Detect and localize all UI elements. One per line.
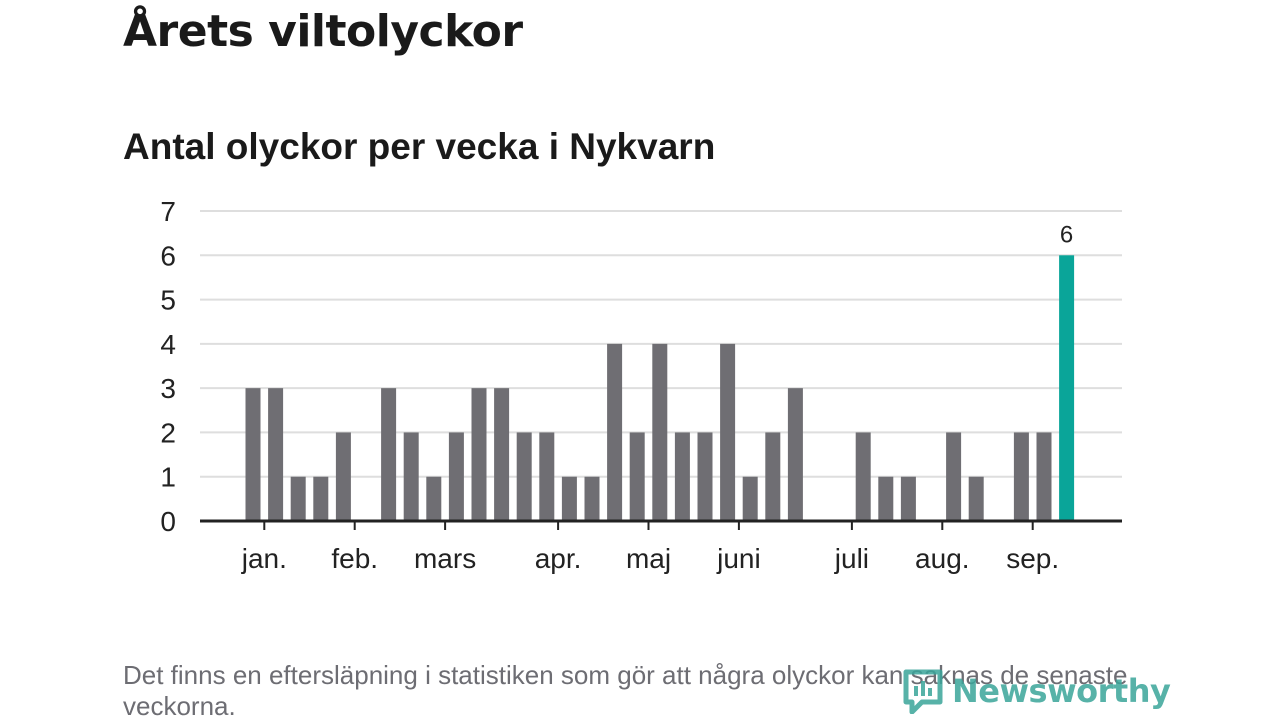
- bar: [471, 388, 487, 521]
- bar: [1013, 432, 1029, 521]
- y-tick-label: 1: [160, 462, 176, 493]
- bar: [607, 343, 623, 521]
- bar: [855, 432, 871, 521]
- y-tick-label: 3: [160, 373, 176, 404]
- x-axis-ticks: jan. feb. mars apr. maj juni juli aug. sep.: [241, 521, 1059, 574]
- y-tick-label: 6: [160, 240, 176, 271]
- bar: [742, 476, 758, 521]
- bar: [720, 343, 736, 521]
- bar: [787, 388, 803, 521]
- bar: [584, 476, 600, 521]
- y-tick-label: 5: [160, 285, 176, 316]
- bar: [381, 388, 397, 521]
- bar: [516, 432, 532, 521]
- bar: [335, 432, 351, 521]
- x-tick-label: jan.: [241, 543, 287, 574]
- data-labels: 6: [1060, 221, 1073, 248]
- bar: [561, 476, 577, 521]
- x-tick-label: aug.: [915, 543, 970, 574]
- newsworthy-logo-icon: [903, 669, 943, 714]
- x-tick-label: sep.: [1006, 543, 1059, 574]
- bars: [245, 255, 1075, 522]
- bar: [674, 432, 690, 521]
- bar: [946, 432, 962, 521]
- y-axis-ticks: 0 1 2 3 4 5 6 7: [160, 196, 176, 537]
- y-tick-label: 4: [160, 329, 176, 360]
- bar: [494, 388, 510, 521]
- bar-highlight: [1059, 255, 1075, 522]
- data-label: 6: [1060, 221, 1073, 248]
- brand-logo: Newsworthy: [902, 668, 1171, 714]
- x-tick-label: feb.: [331, 543, 378, 574]
- bar: [697, 432, 713, 521]
- bar: [426, 476, 442, 521]
- y-tick-label: 2: [160, 417, 176, 448]
- x-tick-label: mars: [414, 543, 476, 574]
- bar: [878, 476, 894, 521]
- y-tick-label: 7: [160, 196, 176, 227]
- bar: [652, 343, 668, 521]
- bar: [448, 432, 464, 521]
- bar: [268, 388, 284, 521]
- footnote: Det finns en eftersläpning i statistiken…: [123, 660, 1128, 721]
- bar: [539, 432, 555, 521]
- y-tick-label: 0: [160, 506, 176, 537]
- bar: [968, 476, 984, 521]
- bar: [245, 388, 261, 521]
- x-tick-label: apr.: [535, 543, 582, 574]
- bar: [403, 432, 419, 521]
- bar: [900, 476, 916, 521]
- bar: [313, 476, 329, 521]
- x-tick-label: maj: [626, 543, 671, 574]
- x-tick-label: juni: [716, 543, 761, 574]
- chart-subtitle: Antal olyckor per vecka i Nykvarn: [123, 126, 716, 167]
- brand-name: Newsworthy: [952, 672, 1171, 710]
- bar: [290, 476, 306, 521]
- chart-title: Årets viltolyckor: [123, 6, 523, 57]
- bar: [629, 432, 645, 521]
- bar: [765, 432, 781, 521]
- bar-chart: 0 1 2 3 4 5 6 7 jan. feb. mars apr. maj juni juli aug.…: [160, 196, 1122, 574]
- bar: [1036, 432, 1052, 521]
- x-tick-label: juli: [834, 543, 869, 574]
